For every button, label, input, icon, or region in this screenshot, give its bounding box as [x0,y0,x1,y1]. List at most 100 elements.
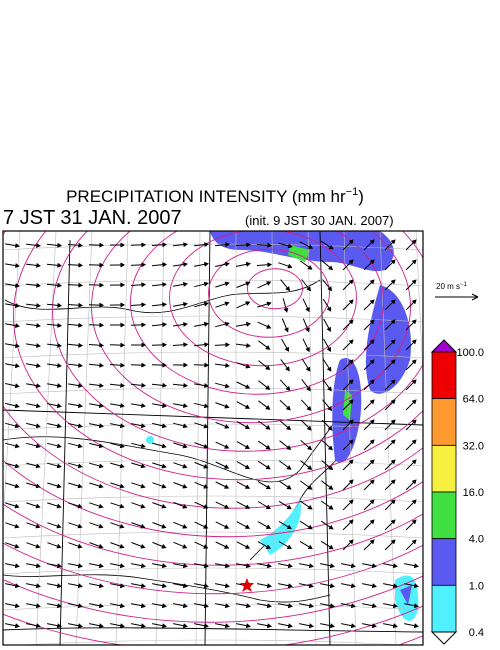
wind-arrow [384,399,396,411]
wind-arrow [363,359,375,371]
wind-arrow [68,423,83,429]
wind-arrow [404,583,419,589]
wind-arrow [194,321,209,327]
colorbar-label: 1.0 [469,580,484,592]
parallel [3,279,423,287]
wind-arrow [362,623,377,629]
wind-arrow [89,603,104,609]
wind-arrow [215,281,230,288]
wind-arrow [68,502,83,509]
wind-arrow [302,298,310,313]
wind-arrow [26,283,41,288]
colorbar: 100.0 64.0 32.0 16.0 4.0 1.0 0.4 [430,339,484,645]
wind-arrow [152,563,167,569]
wind-arrow [363,459,375,471]
colorbar-label: 0.4 [469,627,484,639]
wind-arrow [194,281,209,288]
wind-arrow [46,323,63,328]
wind-arrow [342,239,354,251]
wind-arrow [342,499,354,511]
wind-arrow [258,400,271,410]
wind-arrow [405,359,417,371]
wind-arrow [384,299,396,311]
wind-arrow [258,340,271,350]
wind-arrow [152,282,167,287]
wind-arrow [383,563,398,569]
wind-arrow [257,541,271,549]
wind-arrow [301,279,312,292]
wind-arrow [405,399,417,411]
wind-arrow [68,482,83,489]
wind-arrow [320,540,334,550]
wind-arrow [342,359,354,371]
wind-arrow [363,399,375,411]
wind-arrow [363,539,375,551]
colorbar-label: 64.0 [463,394,484,406]
wind-arrow [278,520,292,530]
wind-arrow [214,342,231,348]
wind-arrow [215,481,230,489]
wind-arrow [299,563,314,569]
wind-arrow [173,442,188,449]
wind-arrow [215,583,230,589]
wind-arrow [363,479,375,491]
wind-arrow [236,421,250,429]
wind-arrow [172,242,189,248]
title-sup: −1 [346,186,359,198]
wind-arrow [278,500,292,510]
wind-arrow [363,239,375,251]
wind-arrow [299,540,313,550]
wind-arrow [384,419,396,431]
wind-arrow [215,421,230,429]
meridian [271,231,277,645]
wind-arrow [109,383,126,388]
wind-arrow [299,623,314,629]
wind-arrow [172,342,189,348]
wind-arrow [258,380,271,390]
wind-arrow [342,479,354,491]
isobar [3,575,423,623]
wind-arrow [47,462,62,469]
wind-arrow [300,260,313,270]
wind-arrow [342,339,354,351]
wind-arrow [152,583,167,589]
wind-arrow [322,279,333,292]
wind-arrow [194,461,209,469]
wind-arrow [26,482,41,489]
wind-arrow [5,303,20,308]
wind-arrow [300,440,313,451]
isobar [3,231,423,509]
wind-arrow [5,263,20,268]
wind-arrow [279,460,292,470]
wind-arrow [257,563,272,569]
wind-arrow [68,442,83,449]
wind-arrow [405,439,417,451]
wind-arrow [89,462,104,469]
wind-arrow [278,623,293,629]
wind-arrow [384,479,396,491]
wind-arrow [151,242,168,248]
wind-arrow [342,399,354,411]
wind-arrow [321,439,333,451]
wind-arrow [258,360,271,371]
precip-area [146,436,154,444]
wind-arrow [173,262,188,267]
wind-arrow [89,563,104,569]
wind-arrow [278,242,293,249]
wind-arrow [257,583,272,589]
wind-arrow [278,583,293,589]
wind-arrow [257,623,272,629]
wind-arrow [151,262,168,268]
parallel [3,351,423,359]
meridian [415,231,423,383]
wind-arrow [68,522,83,529]
wind-arrow [342,319,354,331]
wind-arrow [300,460,313,470]
wind-arrow [322,358,332,372]
wind-arrow [342,539,354,551]
vector-key: 20 m s−1 [435,282,479,301]
wind-arrow [110,502,125,509]
isobar [91,231,411,424]
wind-arrow [68,383,83,388]
